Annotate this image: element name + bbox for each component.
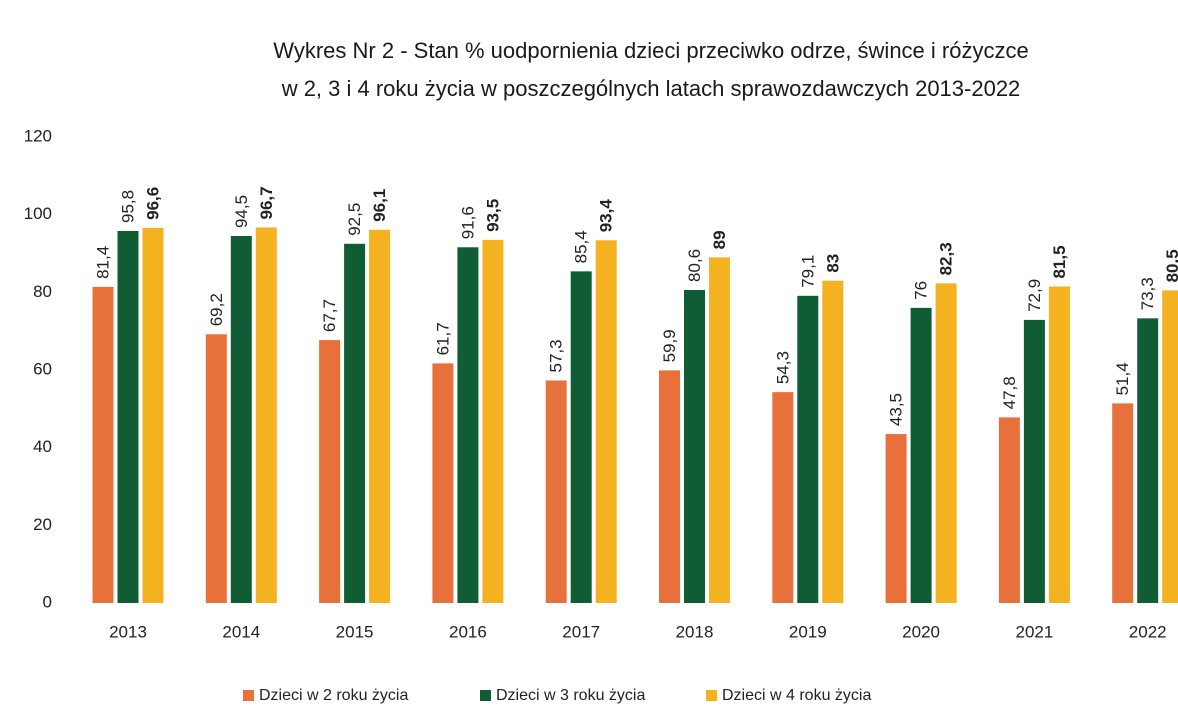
legend-swatch — [480, 690, 491, 701]
bar — [205, 334, 227, 603]
y-tick-label: 60 — [33, 359, 52, 378]
bar — [369, 229, 391, 604]
data-label: 96,7 — [257, 186, 276, 219]
data-label: 93,5 — [483, 199, 502, 232]
data-label: 91,6 — [458, 206, 477, 239]
bar — [885, 434, 907, 603]
data-label: 85,4 — [572, 230, 591, 263]
bar — [457, 247, 479, 603]
data-label: 61,7 — [433, 322, 452, 355]
data-label: 69,2 — [207, 293, 226, 326]
data-label: 80,5 — [1163, 249, 1178, 282]
x-tick-label: 2021 — [1015, 622, 1053, 641]
y-tick-label: 100 — [24, 204, 52, 223]
data-label: 96,6 — [143, 187, 162, 220]
bar — [545, 380, 567, 603]
bar — [659, 370, 680, 603]
bar — [998, 417, 1020, 603]
legend-label: Dzieci w 2 roku życia — [259, 687, 408, 704]
bar — [570, 271, 592, 603]
y-tick-label: 40 — [33, 437, 52, 456]
bar — [709, 257, 730, 603]
data-label: 94,5 — [232, 195, 251, 228]
y-tick-label: 0 — [43, 592, 52, 611]
bar — [319, 340, 341, 603]
data-label: 72,9 — [1025, 279, 1044, 312]
data-label: 43,5 — [887, 393, 906, 426]
x-tick-label: 2013 — [109, 622, 147, 641]
bar — [1137, 318, 1159, 603]
y-tick-label: 120 — [24, 126, 52, 145]
bar — [935, 283, 957, 603]
bar — [1112, 403, 1134, 603]
data-label: 82,3 — [937, 242, 956, 275]
legend-swatch — [706, 690, 717, 701]
data-label: 95,8 — [118, 190, 137, 223]
chart-title: w 2, 3 i 4 roku życia w poszczególnych l… — [281, 76, 1021, 101]
data-label: 92,5 — [345, 203, 364, 236]
legend-swatch — [243, 690, 254, 701]
legend-label: Dzieci w 3 roku życia — [496, 687, 645, 704]
x-tick-label: 2017 — [562, 622, 600, 641]
bar — [595, 240, 617, 603]
x-tick-label: 2015 — [336, 622, 374, 641]
bar — [1048, 286, 1070, 603]
bar — [1023, 319, 1045, 603]
x-tick-label: 2020 — [902, 622, 940, 641]
x-tick-label: 2022 — [1129, 622, 1167, 641]
bar — [142, 227, 164, 603]
data-label: 80,6 — [685, 249, 704, 282]
bar — [822, 280, 844, 603]
data-label: 76 — [912, 281, 931, 300]
bar — [230, 236, 252, 603]
data-label: 54,3 — [773, 351, 792, 384]
bar — [344, 243, 366, 603]
legend-label: Dzieci w 4 roku życia — [722, 687, 871, 704]
bar — [482, 239, 504, 604]
data-label: 93,4 — [597, 199, 616, 233]
data-label: 96,1 — [370, 189, 389, 222]
bar — [255, 227, 277, 603]
data-label: 73,3 — [1138, 277, 1157, 310]
bar — [1162, 290, 1178, 603]
x-tick-label: 2016 — [449, 622, 487, 641]
bar — [117, 230, 139, 603]
data-label: 89 — [710, 230, 729, 249]
data-label: 51,4 — [1113, 362, 1132, 395]
bar — [432, 363, 454, 603]
data-label: 57,3 — [547, 339, 566, 372]
y-tick-label: 20 — [33, 515, 52, 534]
x-tick-label: 2014 — [222, 622, 260, 641]
data-label: 47,8 — [1000, 376, 1019, 409]
x-tick-label: 2018 — [676, 622, 714, 641]
data-label: 81,5 — [1050, 245, 1069, 278]
bar — [92, 286, 114, 603]
data-label: 79,1 — [798, 255, 817, 288]
bar — [797, 295, 819, 603]
bar — [684, 290, 705, 603]
data-label: 83 — [823, 254, 842, 273]
bar — [910, 307, 932, 603]
data-label: 81,4 — [93, 246, 112, 279]
y-tick-label: 80 — [33, 282, 52, 301]
data-label: 59,9 — [660, 329, 679, 362]
x-tick-label: 2019 — [789, 622, 827, 641]
chart-title: Wykres Nr 2 - Stan % uodpornienia dzieci… — [273, 38, 1028, 63]
data-label: 67,7 — [320, 299, 339, 332]
bar — [772, 392, 794, 603]
